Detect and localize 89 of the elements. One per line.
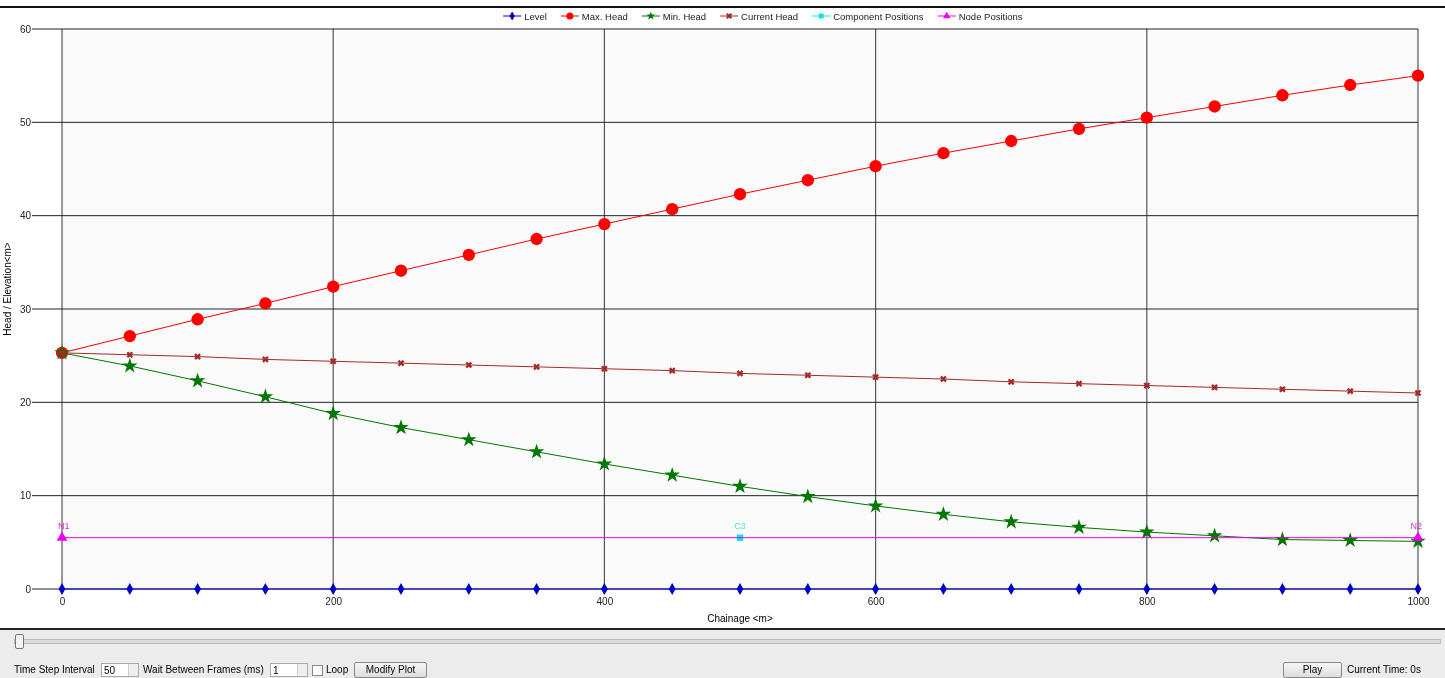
point [736, 370, 744, 377]
annotation: C3 [734, 520, 746, 531]
point [867, 497, 884, 513]
y-tick-label: 60 [19, 23, 32, 35]
point [122, 357, 138, 373]
point [465, 361, 473, 369]
point [327, 280, 340, 293]
point [528, 443, 545, 459]
x-tick-label: 200 [325, 596, 343, 608]
point [257, 388, 274, 404]
point [668, 367, 676, 374]
y-tick-label: 30 [19, 303, 32, 315]
point [1344, 78, 1357, 92]
point [733, 188, 747, 201]
point [804, 371, 812, 379]
x-tick-label: 800 [1138, 596, 1157, 608]
legend-label: Level [524, 10, 547, 22]
point [394, 264, 408, 277]
point [325, 405, 341, 421]
point [1346, 387, 1354, 395]
text: Time Step Interval [14, 663, 95, 677]
point [1276, 89, 1289, 102]
point [1071, 519, 1087, 535]
point [397, 359, 405, 367]
point [262, 356, 269, 363]
point [598, 217, 611, 231]
point [189, 372, 206, 388]
annotation: N2 [1410, 520, 1422, 531]
legend-label: Current Head [741, 10, 799, 22]
point [461, 431, 477, 447]
point [1072, 122, 1086, 136]
point [533, 363, 540, 371]
point [940, 375, 947, 383]
y-axis-title: Head / Elevation<m> [2, 242, 13, 336]
point [732, 478, 748, 493]
point [596, 455, 613, 471]
point [1143, 382, 1151, 389]
y-tick-label: 10 [19, 490, 32, 502]
point [1005, 134, 1018, 148]
modify-plot-button: Modify Plot [354, 662, 427, 678]
point [664, 466, 680, 482]
point [1279, 385, 1286, 393]
y-tick-label: 50 [19, 117, 32, 129]
y-tick-label: 40 [19, 210, 32, 222]
legend-label: Node Positions [958, 10, 1023, 22]
point [1342, 532, 1358, 548]
text: Wait Between Frames (ms) [143, 663, 264, 677]
point [869, 160, 882, 173]
point [801, 174, 814, 187]
point [1206, 527, 1223, 543]
point [1007, 378, 1015, 386]
y-tick-label: 20 [19, 397, 32, 409]
legend-label: Min. Head [662, 10, 707, 22]
point [601, 365, 608, 373]
point [126, 351, 134, 359]
x-tick-label: 0 [59, 596, 66, 608]
point [1075, 380, 1083, 388]
play-button: Play [1283, 662, 1342, 678]
wait-field: 1 [270, 663, 308, 677]
point [1208, 100, 1221, 113]
point [666, 202, 679, 216]
point [191, 313, 204, 326]
y-tick-label: 0 [25, 583, 32, 595]
point [1411, 69, 1425, 82]
point [800, 488, 816, 504]
point [393, 419, 409, 435]
text: Loop [326, 663, 349, 677]
point [259, 297, 272, 310]
legend-label: Max. Head [581, 10, 628, 22]
point [329, 357, 337, 365]
x-tick-label: 600 [867, 596, 885, 608]
x-tick-label: 400 [596, 596, 614, 608]
point [123, 329, 136, 343]
x-axis-title: Chainage <m> [707, 613, 773, 624]
x-tick-label: 1000 [1407, 596, 1431, 608]
legend-label: Component Positions [833, 10, 924, 22]
point [937, 146, 950, 160]
point [1414, 389, 1422, 397]
point [1211, 384, 1218, 391]
point [530, 232, 543, 246]
point [194, 353, 201, 360]
annotation: N1 [58, 520, 70, 531]
point [1003, 513, 1019, 529]
point [872, 373, 879, 381]
point [462, 248, 475, 262]
point [1140, 111, 1153, 124]
text: Current Time: 0s [1347, 663, 1421, 677]
time-step-field: 50 [101, 663, 139, 677]
point [935, 506, 952, 521]
